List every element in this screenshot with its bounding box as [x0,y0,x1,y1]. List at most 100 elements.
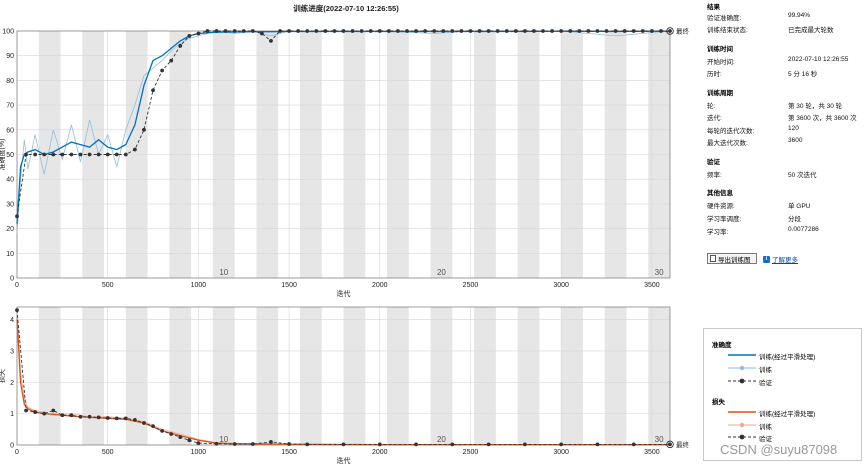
acc-x-tick-label: 3000 [553,282,569,289]
acc-validation-point [60,152,65,157]
loss-validation-point [169,432,174,436]
frequency-label: 频率: [707,172,722,179]
legend-loss-train-label: 训练 [759,424,772,431]
acc-validation-point [178,43,183,48]
watermark: CSDN @suyu87098 [720,442,838,457]
acc-validation-point [96,152,101,157]
acc-validation-point [386,29,391,33]
loss-epoch-band [430,307,453,445]
acc-validation-point [631,29,636,33]
loss-validation-point [105,416,110,420]
acc-validation-point [250,29,255,33]
results-section-title: 结果 [707,4,720,11]
acc-x-tick-label: 3500 [644,282,660,289]
loss-validation-point [559,442,564,447]
acc-validation-point [532,29,536,33]
max-iter-value: 3600 [788,137,803,144]
acc-validation-point [659,29,663,33]
elapsed-label: 历时: [707,71,722,78]
loss-validation-point [24,408,28,413]
loss-validation-point [69,413,74,418]
iteration-value: 第 3600 次，共 3600 次 [788,115,857,122]
acc-validation-point [405,29,409,33]
loss-validation-point [78,414,83,419]
acc-validation-point [450,29,455,33]
acc-y-axis-label: 准确度(%) [0,139,6,171]
acc-validation-point [296,29,301,33]
acc-validation-point [323,29,328,33]
export-plot-label: 导出训练图 [718,256,751,264]
loss-x-tick-label: 1500 [281,449,297,456]
acc-validation-point [287,29,291,33]
loss-validation-point [522,442,527,447]
training-plot-panel: 0 500 1000 1500 2000 2500 3000 3500 0 10 20 30 40 50 6… [0,3,690,465]
acc-validation-point [169,58,174,63]
acc-y-tick-label: 80 [6,78,14,85]
epoch-value: 第 30 轮，共 30 轮 [788,103,843,110]
iter-per-epoch-label: 每轮的迭代次数: [707,128,755,135]
hardware-value: 单 GPU [788,203,811,210]
epoch-label: 轮: [707,103,716,110]
loss-epoch-band [212,307,235,445]
export-icon [710,255,716,262]
acc-validation-point [495,29,500,33]
loss-validation-point [96,415,101,420]
loss-validation-point [187,438,192,443]
legend-loss-smooth-swatch [728,411,756,413]
learn-more-label: 了解更多 [772,257,798,264]
acc-x-tick-label: 1000 [191,282,207,289]
acc-y-tick-label: 70 [6,103,14,110]
acc-validation-point [468,29,473,33]
loss-x-axis-label: 迭代 [337,456,351,465]
iteration-label: 迭代: [707,115,722,122]
learning-rate-label: 学习率: [707,229,729,236]
acc-validation-point [604,29,609,33]
legend-loss-val-label: 验证 [759,436,772,443]
acc-validation-point [196,31,201,36]
validation-accuracy-label: 验证准确度: [707,15,742,22]
acc-validation-point [559,29,564,33]
legend-acc-train-swatch [728,365,756,371]
export-plot-button[interactable]: 导出训练图 [707,253,757,264]
loss-x-tick-label: 2000 [372,449,388,456]
acc-validation-point [241,29,246,33]
loss-x-tick-label: 2500 [463,449,479,456]
acc-final-marker [666,27,674,35]
training-info-panel: 结果 验证准确度: 99.94% 训练结束状态: 已完成最大轮数 训练时间 开始… [703,0,865,466]
start-time-label: 开始时间: [707,59,735,66]
loss-validation-point [341,442,346,447]
loss-epoch-band [561,307,583,445]
learn-more-link[interactable]: i 了解更多 [763,254,798,264]
acc-validation-point [69,152,74,157]
loss-validation-point [51,408,56,413]
acc-x-tick-label: 2000 [372,282,388,289]
loss-validation-point [486,442,491,447]
acc-validation-point [504,29,509,33]
acc-final-label: 最终 [676,27,690,36]
acc-validation-point [332,29,337,33]
loss-validation-point [414,442,418,447]
acc-validation-point [396,29,400,33]
loss-validation-point [160,428,165,433]
legend-loss-smooth-label: 训练(经过平滑处理) [759,411,816,418]
loss-epoch-band [474,307,496,445]
loss-epoch-band [256,307,279,445]
training-time-title: 训练时间 [707,46,733,53]
loss-y-tick-label: 4 [10,317,14,324]
acc-epoch-label: 20 [437,268,446,277]
legend-box: 准确度 训练(经过平滑处理) 训练 验证 损失 训练(经过平滑处理) 训练 验证 [703,328,862,461]
acc-validation-point [414,29,418,33]
acc-validation-point [477,29,482,33]
loss-x-tick-label: 0 [15,449,19,456]
acc-validation-point [142,127,146,132]
legend-acc-val-label: 验证 [759,380,772,387]
validation-title: 验证 [707,159,720,166]
acc-x-tick-label: 2500 [463,282,479,289]
acc-validation-point [133,147,137,152]
loss-y-tick-label: 1 [10,411,14,418]
loss-epoch-band [343,307,366,445]
acc-x-tick-label: 500 [102,282,114,289]
loss-x-tick-label: 1000 [191,449,207,456]
max-iter-label: 最大迭代次数: [707,140,748,147]
acc-validation-point [595,29,600,33]
